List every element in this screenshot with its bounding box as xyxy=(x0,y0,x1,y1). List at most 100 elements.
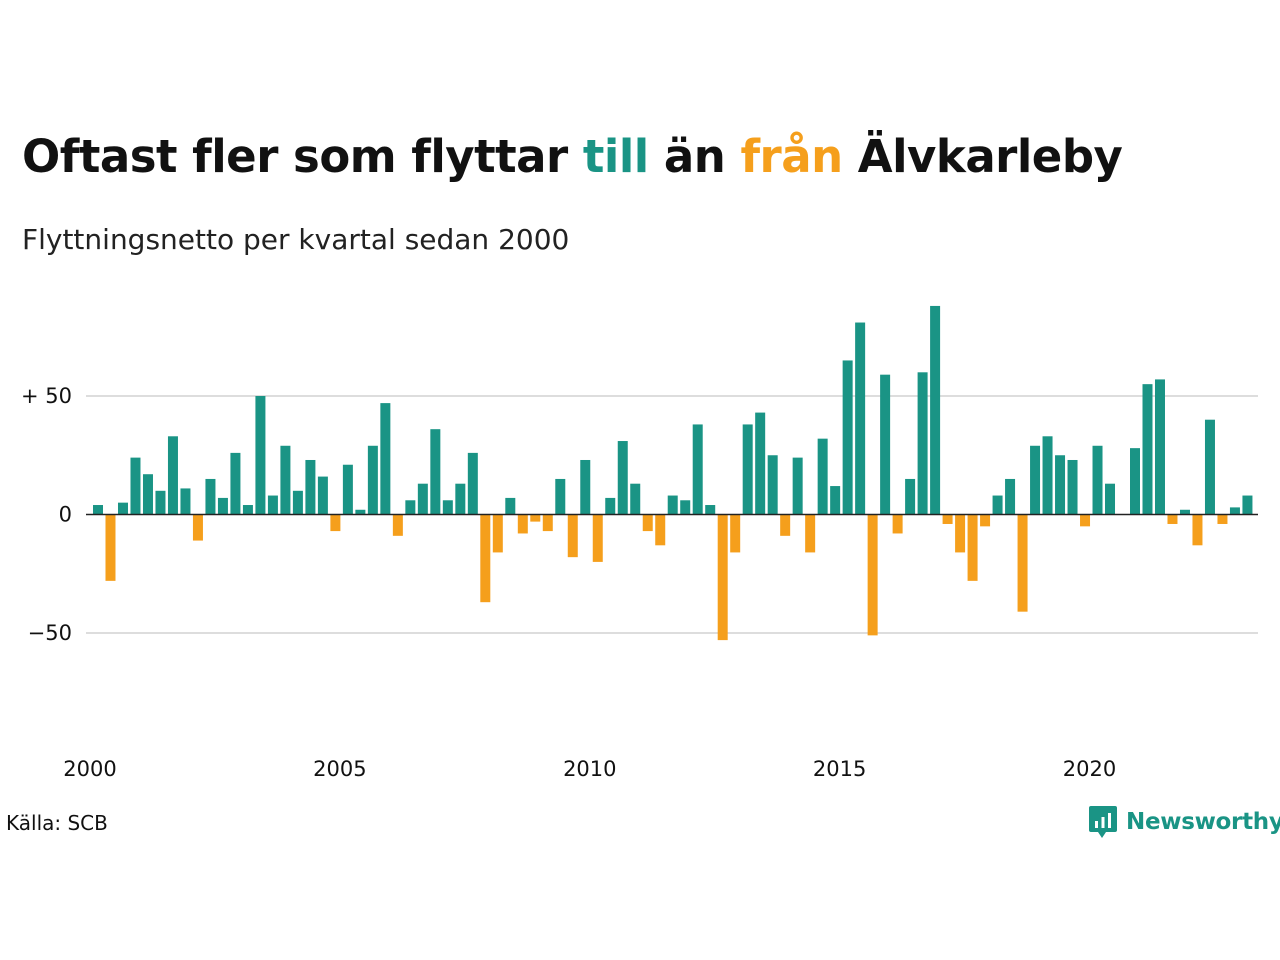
bar xyxy=(367,445,378,515)
title-part-5: Älvkarleby xyxy=(842,130,1123,183)
gridlines xyxy=(86,395,1258,634)
bar xyxy=(617,441,628,515)
bar xyxy=(930,305,941,515)
bar xyxy=(117,502,128,515)
bar xyxy=(955,514,966,553)
x-tick-label: 2020 xyxy=(1063,757,1116,781)
chart-subtitle: Flyttningsnetto per kvartal sedan 2000 xyxy=(22,223,570,256)
bar xyxy=(380,403,391,515)
bar xyxy=(205,478,216,515)
bar xyxy=(780,514,791,536)
newsworthy-logo-icon xyxy=(1089,806,1117,838)
bar xyxy=(767,455,778,515)
bar xyxy=(817,438,828,515)
y-tick-label: 0 xyxy=(59,503,72,527)
bar xyxy=(1130,448,1140,515)
source-note: Källa: SCB xyxy=(6,811,108,835)
bar xyxy=(967,514,978,581)
bar xyxy=(992,495,1003,515)
bar xyxy=(180,488,191,515)
bar xyxy=(1080,514,1091,527)
bar xyxy=(155,490,166,515)
bar xyxy=(242,505,253,515)
x-tick-label: 2015 xyxy=(813,757,866,781)
brand-logo[interactable]: Newsworthy xyxy=(1088,804,1280,840)
bar xyxy=(455,483,466,515)
bar xyxy=(430,429,441,515)
x-tick-label: 2000 xyxy=(63,757,116,781)
bar xyxy=(1217,514,1228,524)
bar xyxy=(217,497,228,515)
bar xyxy=(1179,509,1190,515)
bar xyxy=(830,486,841,515)
bar xyxy=(592,514,603,562)
bar xyxy=(230,452,241,515)
bar xyxy=(280,445,291,515)
bar xyxy=(905,478,916,515)
bar xyxy=(567,514,578,558)
bar xyxy=(1142,384,1153,515)
bar xyxy=(1192,514,1203,546)
title-fran: från xyxy=(740,130,843,183)
bar xyxy=(792,457,803,515)
bar xyxy=(855,322,866,515)
title-part-3: än xyxy=(648,130,741,183)
y-tick-label: −50 xyxy=(28,621,72,645)
bar xyxy=(692,424,703,515)
bar xyxy=(530,514,541,522)
bar xyxy=(542,514,553,532)
bar xyxy=(642,514,653,532)
bar xyxy=(717,514,728,641)
bar xyxy=(680,500,691,515)
bar xyxy=(1005,478,1016,515)
bar xyxy=(605,497,616,515)
bar xyxy=(392,514,403,536)
bar xyxy=(730,514,741,553)
bars xyxy=(86,305,1258,641)
bar xyxy=(317,476,328,515)
bar xyxy=(192,514,203,541)
bar xyxy=(142,474,153,515)
bar xyxy=(1204,419,1215,515)
bar xyxy=(1042,436,1053,515)
bar xyxy=(842,360,853,515)
bar xyxy=(105,514,116,581)
bar xyxy=(467,452,478,515)
bar xyxy=(255,396,266,515)
bar xyxy=(93,505,103,515)
x-axis-labels: 2000 2005 2010 2015 2020 xyxy=(63,757,1116,781)
bar xyxy=(1105,483,1116,515)
bar xyxy=(305,459,316,515)
x-tick-label: 2010 xyxy=(563,757,616,781)
bar xyxy=(880,374,891,515)
bar xyxy=(705,505,716,515)
bar xyxy=(942,514,953,524)
bar-chart: + 50 0 −50 2000 2005 2010 2015 2020 xyxy=(21,305,1258,781)
bar xyxy=(292,490,303,515)
bar xyxy=(1229,507,1240,515)
bar xyxy=(667,495,678,515)
y-axis-labels: + 50 0 −50 xyxy=(21,384,72,645)
bar xyxy=(867,514,878,636)
bar xyxy=(1017,514,1028,612)
bar xyxy=(755,412,766,515)
bar xyxy=(480,514,491,603)
bar xyxy=(655,514,666,546)
bar xyxy=(630,483,641,515)
bar xyxy=(555,478,566,515)
bar xyxy=(130,457,141,515)
y-tick-label: + 50 xyxy=(21,384,72,408)
bar xyxy=(517,514,528,534)
bar xyxy=(1055,455,1066,515)
bar xyxy=(405,500,416,515)
bar xyxy=(1167,514,1178,524)
bar xyxy=(1242,495,1253,515)
bar xyxy=(417,483,428,515)
bar xyxy=(505,497,516,515)
bar xyxy=(1092,445,1103,515)
bar xyxy=(1067,459,1078,515)
bar xyxy=(342,464,353,515)
bar xyxy=(1030,445,1041,515)
bar xyxy=(492,514,503,553)
bar xyxy=(917,372,928,515)
